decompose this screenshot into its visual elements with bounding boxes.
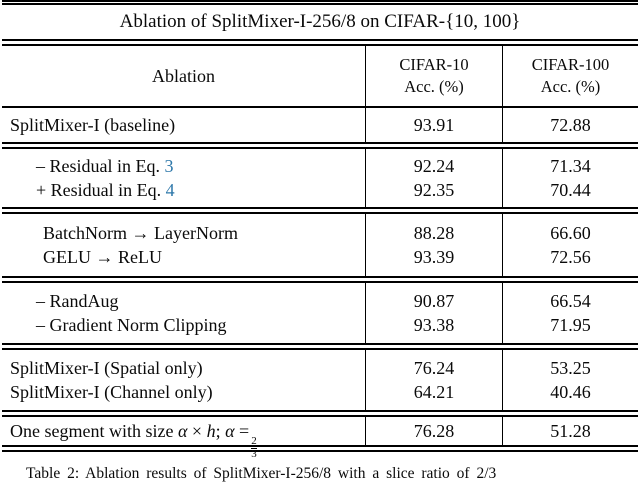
- fraction-denominator: 3: [251, 447, 257, 460]
- row-label-text: + Residual in Eq.: [36, 180, 162, 200]
- cifar100-value: 72.88: [550, 115, 591, 135]
- alpha-symbol: α: [225, 421, 235, 441]
- row-label: BatchNorm → LayerNorm: [43, 223, 238, 243]
- top-double-rule: [2, 0, 638, 5]
- cifar100-value: 71.95: [550, 315, 591, 335]
- cifar100-value: 66.54: [550, 291, 591, 311]
- cifar10-value: 88.28: [413, 223, 455, 243]
- header-cifar10: CIFAR-10: [399, 55, 469, 74]
- cifar100-value: 40.46: [550, 382, 591, 402]
- table-caption: Table 2: Ablation results of SplitMixer-…: [26, 465, 497, 482]
- cifar10-value: 93.38: [413, 315, 455, 335]
- cifar10-value: 76.24: [413, 358, 455, 378]
- row-label: SplitMixer-I (baseline): [10, 115, 176, 135]
- cifar10-value: 64.21: [413, 382, 455, 402]
- row-label: + Residual in Eq. 4: [2, 178, 365, 202]
- cifar10-value: 93.91: [413, 115, 455, 135]
- cifar100-value: 70.44: [550, 180, 591, 200]
- section-baseline: SplitMixer-I (baseline) 93.91 72.88: [2, 108, 638, 142]
- table-header-row: Ablation CIFAR-10 Acc. (%) CIFAR-100 Acc…: [2, 46, 638, 106]
- double-rule: [2, 207, 638, 214]
- cifar100-value: 53.25: [550, 358, 591, 378]
- equation-link[interactable]: 4: [165, 180, 175, 200]
- cifar10-value: 93.39: [413, 247, 455, 267]
- rule: [2, 106, 638, 108]
- table-title: Ablation of SplitMixer-I-256/8 on CIFAR-…: [119, 11, 521, 32]
- cifar10-value: 76.28: [413, 421, 455, 441]
- row-label: SplitMixer-I (Channel only): [10, 382, 213, 402]
- cifar100-value: 51.28: [550, 421, 591, 441]
- row-label: – RandAug: [36, 291, 119, 311]
- header-ablation: Ablation: [152, 65, 215, 86]
- row-label-text: One segment with size: [10, 421, 174, 441]
- section-residual: – Residual in Eq. 3 + Residual in Eq. 4 …: [2, 149, 638, 207]
- equation-link[interactable]: 3: [164, 156, 174, 176]
- double-rule: [2, 410, 638, 417]
- section-variants: SplitMixer-I (Spatial only) SplitMixer-I…: [2, 350, 638, 410]
- times-symbol: ×: [191, 421, 203, 441]
- header-cifar100-acc: Acc. (%): [540, 77, 601, 96]
- section-augmentation: – RandAug – Gradient Norm Clipping 90.87…: [2, 283, 638, 343]
- cifar10-value: 90.87: [413, 291, 455, 311]
- double-rule: [2, 276, 638, 283]
- alpha-symbol: α: [177, 421, 188, 441]
- header-cifar100: CIFAR-100: [531, 55, 610, 74]
- row-label: – Residual in Eq. 3: [2, 154, 365, 178]
- row-label: SplitMixer-I (Spatial only): [10, 358, 203, 378]
- double-rule: [2, 39, 638, 46]
- header-cifar10-acc: Acc. (%): [404, 77, 464, 96]
- h-symbol: h: [206, 421, 216, 441]
- section-one-segment: One segment with size α × h; α = 2 3 76.28…: [2, 417, 638, 459]
- fraction-numerator: 2: [251, 435, 257, 447]
- bottom-double-rule: [2, 445, 638, 452]
- row-label: One segment with size α × h; α = 2 3: [2, 419, 365, 459]
- cifar100-value: 66.60: [550, 223, 591, 243]
- cifar10-value: 92.24: [413, 156, 455, 176]
- double-rule: [2, 142, 638, 149]
- double-rule: [2, 343, 638, 350]
- row-label: GELU → ReLU: [43, 247, 162, 267]
- row-label-text: – Residual in Eq.: [36, 156, 160, 176]
- cifar100-value: 72.56: [550, 247, 591, 267]
- row-label: – Gradient Norm Clipping: [36, 315, 227, 335]
- cifar100-value: 71.34: [550, 156, 591, 176]
- equals-symbol: =: [239, 421, 250, 441]
- section-norm-activation: BatchNorm → LayerNorm GELU → ReLU 88.28 …: [2, 214, 638, 276]
- semicolon: ;: [215, 421, 221, 441]
- cifar10-value: 92.35: [413, 180, 455, 200]
